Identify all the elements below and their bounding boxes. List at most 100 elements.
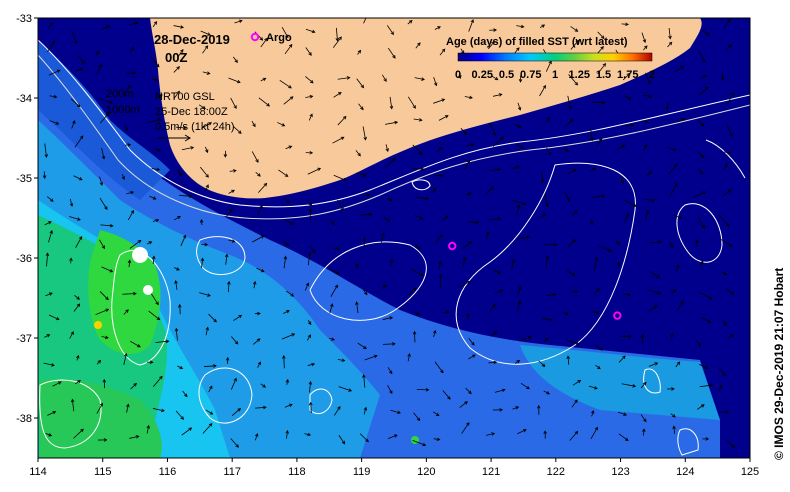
current-vector <box>468 338 475 346</box>
current-vector <box>464 95 473 100</box>
current-vector <box>201 122 213 129</box>
current-vector <box>696 404 705 410</box>
current-vector <box>468 19 474 32</box>
current-vector <box>432 187 436 194</box>
current-vector <box>281 333 296 340</box>
current-vector <box>253 338 261 345</box>
current-vector <box>563 311 569 316</box>
current-vector <box>544 337 549 343</box>
current-vector <box>129 239 142 249</box>
colorbar-title: Age (days) of filled SST (wrt latest) <box>446 36 628 48</box>
map-plot-area <box>38 18 750 458</box>
current-vector <box>698 119 705 127</box>
current-vector <box>130 340 141 348</box>
current-vector <box>570 39 580 50</box>
current-vector <box>174 327 179 341</box>
current-vector <box>592 310 600 315</box>
current-vector <box>725 288 735 295</box>
current-vector <box>283 310 290 314</box>
current-vector <box>279 79 292 89</box>
current-vector <box>539 24 546 29</box>
current-vector <box>204 364 217 368</box>
current-vector <box>255 405 267 410</box>
current-vector <box>673 214 683 220</box>
current-vector <box>224 253 229 265</box>
current-vector <box>152 20 158 28</box>
x-tick-label: 124 <box>676 466 694 478</box>
current-vector <box>205 326 210 336</box>
current-vector <box>101 266 114 273</box>
current-vector <box>381 284 387 290</box>
current-vector <box>44 143 48 158</box>
current-vector <box>251 151 259 163</box>
current-vector <box>282 240 290 247</box>
current-vector <box>101 147 106 160</box>
current-vector <box>42 171 47 179</box>
current-vector <box>563 148 569 152</box>
current-vector <box>459 401 468 408</box>
current-vector <box>490 331 498 337</box>
current-vector <box>284 198 290 204</box>
current-vector <box>675 264 680 272</box>
current-vector <box>572 380 582 386</box>
current-vector <box>463 159 470 171</box>
current-vector <box>95 308 110 316</box>
current-vector <box>433 98 446 104</box>
current-vector <box>205 409 214 415</box>
current-vector <box>199 292 211 297</box>
current-vector <box>488 40 495 50</box>
current-vector <box>719 215 730 227</box>
current-vector <box>174 280 178 290</box>
current-vector <box>356 172 367 177</box>
y-tick-label: -36 <box>16 253 32 265</box>
current-vector <box>489 122 497 137</box>
current-vector <box>329 337 335 341</box>
current-vector <box>177 169 183 177</box>
current-vector <box>45 432 53 437</box>
current-vector <box>77 55 86 65</box>
current-vector <box>101 25 111 30</box>
current-vector <box>699 363 709 369</box>
current-vector <box>47 410 57 416</box>
current-vector <box>641 32 647 44</box>
current-vector <box>644 198 655 203</box>
current-vector <box>621 383 637 388</box>
current-vector <box>595 344 603 351</box>
current-vector <box>407 96 416 109</box>
current-vector <box>234 19 243 24</box>
current-vector <box>414 244 421 251</box>
ssh-contour <box>198 367 253 424</box>
current-vector <box>588 385 598 390</box>
current-vector <box>489 167 502 172</box>
current-vector <box>281 26 289 39</box>
current-vector <box>540 172 545 184</box>
current-vector <box>726 124 733 138</box>
current-vector <box>725 44 732 52</box>
current-vector <box>129 435 140 439</box>
isobath-1000-label: 1000m <box>106 104 140 116</box>
current-vector <box>726 440 735 449</box>
current-vector <box>723 320 727 327</box>
vector-scale-arrow <box>158 134 191 142</box>
current-vector <box>435 146 443 153</box>
current-vector <box>255 172 261 177</box>
current-vector <box>458 281 471 288</box>
current-vector <box>173 216 181 221</box>
current-vector <box>488 360 498 365</box>
current-vector <box>514 123 522 128</box>
current-vector <box>99 98 113 104</box>
current-vector <box>566 355 570 365</box>
current-vector <box>47 40 55 53</box>
current-vector <box>230 97 237 110</box>
current-vector <box>45 292 53 297</box>
current-vector <box>666 146 677 152</box>
current-vector <box>546 116 550 123</box>
current-vector <box>328 268 340 275</box>
current-vector <box>257 361 261 368</box>
current-vector <box>181 427 193 436</box>
colorbar-ticks: 0 0.25 0.5 0.75 1 1.25 1.5 1.75 2 <box>455 69 655 81</box>
current-vector <box>597 31 605 40</box>
current-vector <box>699 74 707 79</box>
current-vector <box>44 221 52 226</box>
